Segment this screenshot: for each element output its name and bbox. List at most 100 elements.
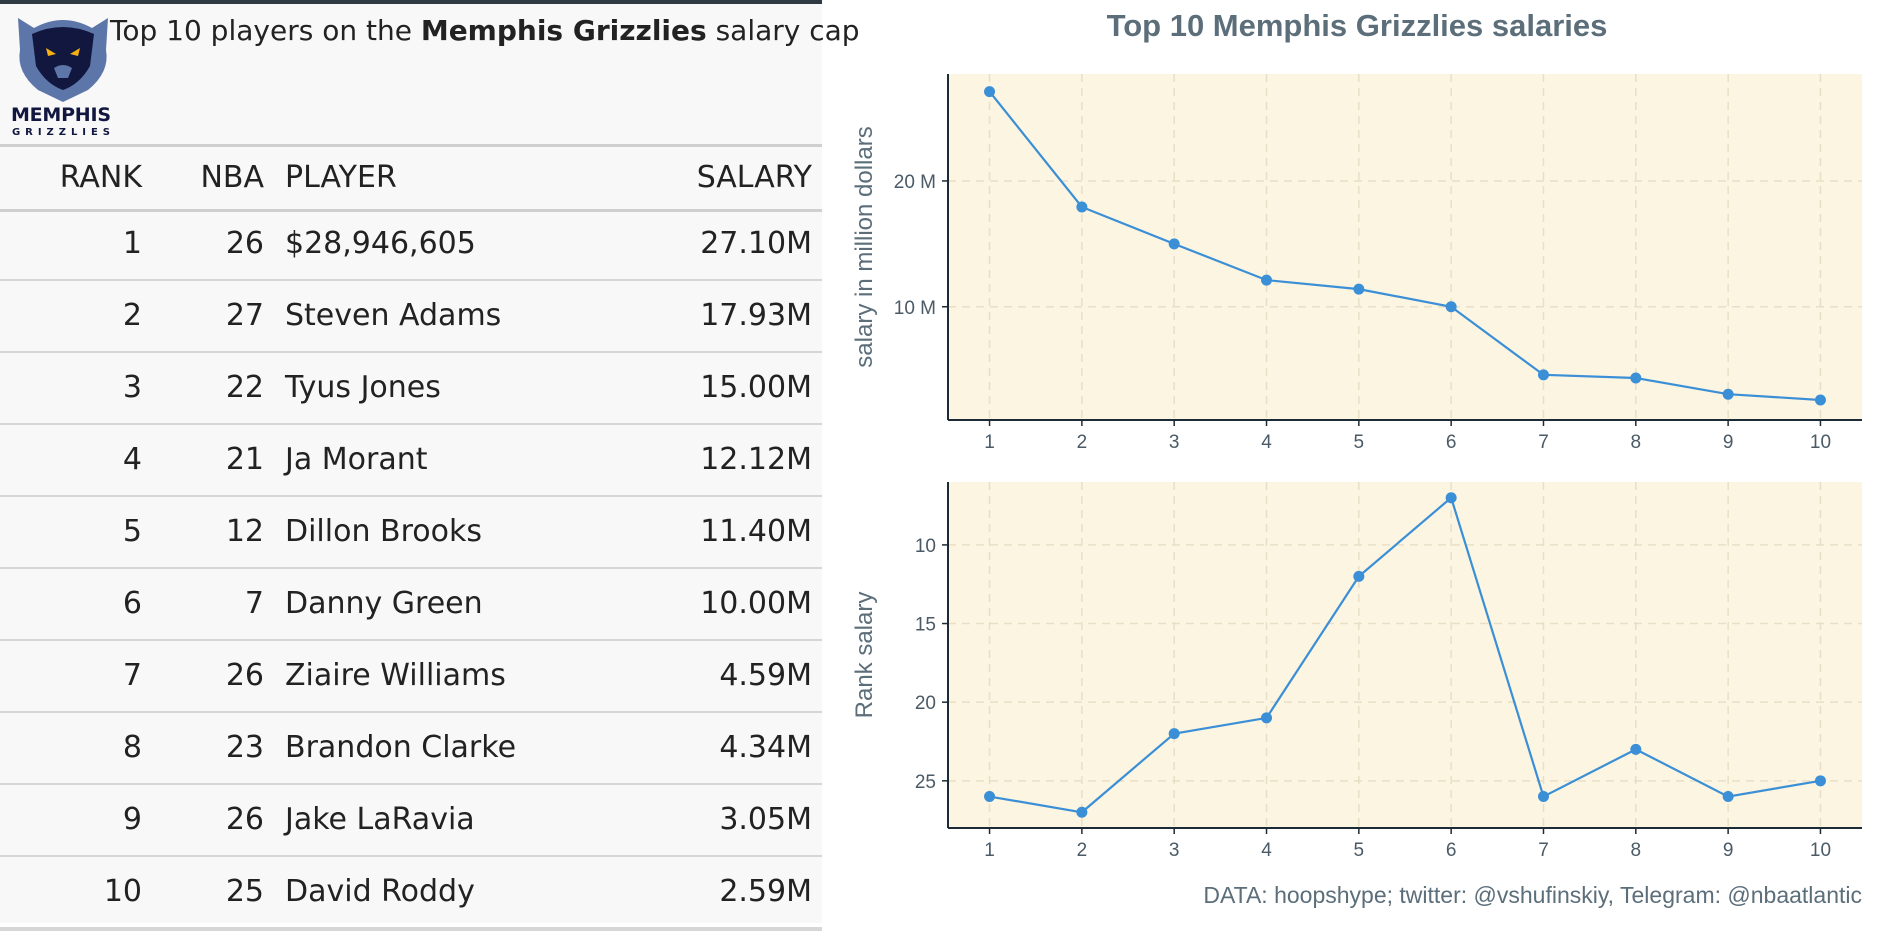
salary-x-tick-label: 3 (1169, 432, 1180, 453)
salary-x-tick-label: 4 (1261, 432, 1272, 453)
cell-nba: 21 (225, 442, 264, 477)
salary-data-point (1353, 283, 1365, 295)
salary-data-point (1722, 388, 1734, 400)
cell-player: Tyus Jones (285, 370, 441, 405)
header-salary: SALARY (696, 160, 812, 195)
rank-plot-background (948, 482, 1862, 828)
cell-player: Dillon Brooks (285, 514, 482, 549)
rank-data-point (1630, 743, 1642, 755)
salary-data-point (984, 86, 996, 98)
cell-rank: 2 (122, 298, 142, 333)
table-column-headers: RANK NBA PLAYER SALARY (0, 144, 822, 212)
cell-rank: 6 (122, 586, 142, 621)
salary-x-tick-label: 2 (1077, 432, 1088, 453)
rank-series-line (989, 495, 1821, 814)
rank-data-point (1537, 791, 1549, 803)
rank-x-tick-label: 5 (1354, 840, 1365, 861)
cell-rank: 10 (103, 874, 142, 909)
cell-player: David Roddy (285, 874, 475, 909)
rank-data-point (984, 791, 996, 803)
cell-player: Steven Adams (285, 298, 502, 333)
salary-y-tick-label: 10 M (894, 298, 936, 319)
rank-x-tick-label: 10 (1810, 840, 1831, 861)
rank-y-tick-label: 25 (915, 772, 936, 793)
table-row: 7 26 Ziaire Williams 4.59M (0, 641, 822, 713)
rank-x-tick-label: 4 (1261, 840, 1272, 861)
rank-y-tick-label: 20 (915, 693, 936, 714)
header-rank: RANK (59, 160, 142, 195)
table-row: 10 25 David Roddy 2.59M (0, 857, 822, 931)
rank-y-axis-title: Rank salary (851, 592, 878, 719)
cell-player: Brandon Clarke (285, 730, 517, 765)
table-header-block: MEMPHIS GRIZZLIES Top 10 players on the … (0, 4, 860, 142)
rank-x-tick-label: 6 (1446, 840, 1457, 861)
table-row: 9 26 Jake LaRavia 3.05M (0, 785, 822, 857)
salary-data-point (1630, 372, 1642, 384)
cell-nba: 12 (225, 514, 264, 549)
table-row: 4 21 Ja Morant 12.12M (0, 425, 822, 497)
cell-rank: 4 (122, 442, 142, 477)
logo-wordmark: MEMPHIS (11, 104, 111, 126)
cell-salary: 4.59M (719, 658, 812, 693)
salary-x-tick-label: 6 (1446, 432, 1457, 453)
rank-data-point (1261, 712, 1273, 724)
data-source-caption: DATA: hoopshype; twitter: @vshufinskiy, … (1203, 882, 1862, 908)
rank-x-tick-label: 1 (984, 840, 995, 861)
cell-nba: 26 (225, 658, 264, 693)
cell-nba: 26 (225, 802, 264, 837)
table-row: 2 27 Steven Adams 17.93M (0, 281, 822, 353)
cell-salary: 2.59M (719, 874, 812, 909)
cell-player: $28,946,605 (285, 226, 476, 261)
rank-x-tick-label: 3 (1169, 840, 1180, 861)
salary-x-tick-label: 1 (984, 432, 995, 453)
cell-nba: 26 (225, 226, 264, 261)
cell-rank: 3 (122, 370, 142, 405)
table-row: 1 26 $28,946,605 27.10M (0, 209, 822, 281)
rank-data-point (1168, 728, 1180, 740)
cell-salary: 12.12M (700, 442, 812, 477)
rank-y-tick-label: 15 (915, 615, 936, 636)
cell-salary: 11.40M (700, 514, 812, 549)
cell-salary: 3.05M (719, 802, 812, 837)
cell-salary: 10.00M (700, 586, 812, 621)
cell-salary: 17.93M (700, 298, 812, 333)
cell-player: Ja Morant (285, 442, 428, 477)
salary-y-axis-title: salary in million dollars (851, 126, 878, 367)
salary-data-point (1076, 201, 1088, 213)
header-player: PLAYER (285, 160, 397, 195)
rank-y-tick-label: 10 (915, 536, 936, 557)
cell-nba: 22 (225, 370, 264, 405)
table-row: 5 12 Dillon Brooks 11.40M (0, 497, 822, 569)
rank-data-point (1722, 791, 1734, 803)
cell-salary: 15.00M (700, 370, 812, 405)
table-row: 3 22 Tyus Jones 15.00M (0, 353, 822, 425)
rank-data-point (1445, 492, 1457, 504)
rank-data-point (1076, 806, 1088, 818)
header-nba: NBA (200, 160, 264, 195)
cell-rank: 9 (122, 802, 142, 837)
salary-data-point (1537, 369, 1549, 381)
salary-x-tick-label: 8 (1631, 432, 1642, 453)
rank-x-tick-label: 7 (1538, 840, 1549, 861)
chart-canvas: Top 10 Memphis Grizzlies salaries 1 2 3 4 5 6 7… (851, 8, 1862, 908)
rank-data-point (1353, 570, 1365, 582)
rank-x-tick-label: 2 (1077, 840, 1088, 861)
cell-player: Danny Green (285, 586, 483, 621)
rank-x-tick-label: 8 (1631, 840, 1642, 861)
grizzlies-logo: MEMPHIS GRIZZLIES (11, 18, 111, 138)
table-row: 8 23 Brandon Clarke 4.34M (0, 713, 822, 785)
cell-nba: 25 (225, 874, 264, 909)
cell-nba: 23 (225, 730, 264, 765)
chart-title: Top 10 Memphis Grizzlies salaries (1107, 8, 1608, 43)
salary-charts: Top 10 Memphis Grizzlies salaries 1 2 3 4 5 6 7… (822, 0, 1880, 919)
cell-salary: 4.34M (719, 730, 812, 765)
salary-x-tick-label: 7 (1538, 432, 1549, 453)
logo-subwordmark: GRIZZLIES (12, 127, 110, 138)
salary-x-tick-label: 10 (1810, 432, 1831, 453)
salary-table: MEMPHIS GRIZZLIES Top 10 players on the … (0, 0, 860, 931)
cell-rank: 1 (122, 226, 142, 261)
cell-rank: 7 (122, 658, 142, 693)
table-row: 6 7 Danny Green 10.00M (0, 569, 822, 641)
cell-nba: 7 (244, 586, 264, 621)
salary-plot-background (948, 74, 1862, 420)
